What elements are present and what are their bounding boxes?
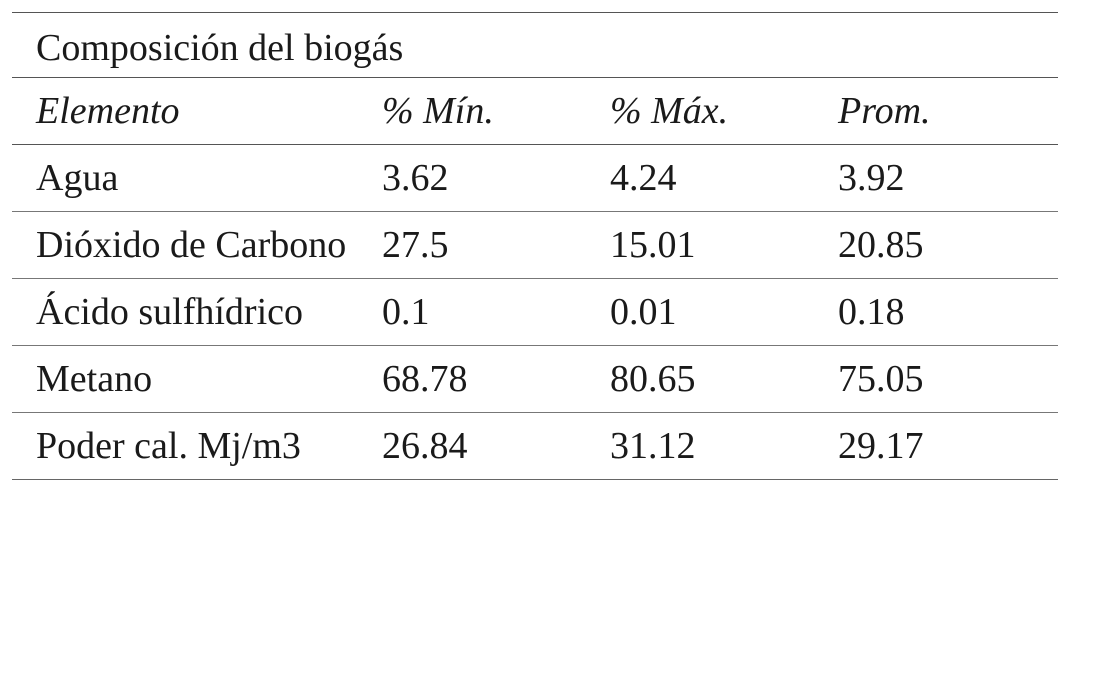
cell-max: 4.24: [610, 144, 838, 212]
cell-max: 15.01: [610, 211, 838, 279]
table-header-row: Elemento % Mín. % Máx. Prom.: [12, 78, 1058, 145]
header-prom: Prom.: [838, 78, 1058, 145]
cell-min: 27.5: [382, 211, 610, 279]
table-title: Composición del biogás: [12, 12, 1058, 78]
table-row-agua: Agua 3.62 4.24 3.92: [12, 144, 1058, 212]
cell-max: 0.01: [610, 278, 838, 346]
cell-min: 26.84: [382, 412, 610, 480]
cell-min: 0.1: [382, 278, 610, 346]
cell-min: 3.62: [382, 144, 610, 212]
cell-element: Dióxido de Carbono: [12, 211, 382, 279]
cell-element: Agua: [12, 144, 382, 212]
cell-max: 80.65: [610, 345, 838, 413]
header-elemento: Elemento: [12, 78, 382, 145]
cell-max: 31.12: [610, 412, 838, 480]
cell-min: 68.78: [382, 345, 610, 413]
table-row-metano: Metano 68.78 80.65 75.05: [12, 345, 1058, 413]
cell-prom: 75.05: [838, 345, 1058, 413]
table-row-dioxido-de-carbono: Dióxido de Carbono 27.5 15.01 20.85: [12, 211, 1058, 279]
biogas-composition-table: Composición del biogás Elemento % Mín. %…: [12, 12, 1058, 480]
header-min: % Mín.: [382, 78, 610, 145]
cell-prom: 0.18: [838, 278, 1058, 346]
cell-prom: 3.92: [838, 144, 1058, 212]
header-max: % Máx.: [610, 78, 838, 145]
table-row-acido-sulfhidrico: Ácido sulfhídrico 0.1 0.01 0.18: [12, 278, 1058, 346]
cell-element: Metano: [12, 345, 382, 413]
table-row-poder-calorifico: Poder cal. Mj/m3 26.84 31.12 29.17: [12, 412, 1058, 480]
cell-prom: 20.85: [838, 211, 1058, 279]
cell-element: Poder cal. Mj/m3: [12, 412, 382, 480]
cell-element: Ácido sulfhídrico: [12, 278, 382, 346]
biogas-composition-table-container: Composición del biogás Elemento % Mín. %…: [12, 12, 1058, 480]
cell-prom: 29.17: [838, 412, 1058, 480]
